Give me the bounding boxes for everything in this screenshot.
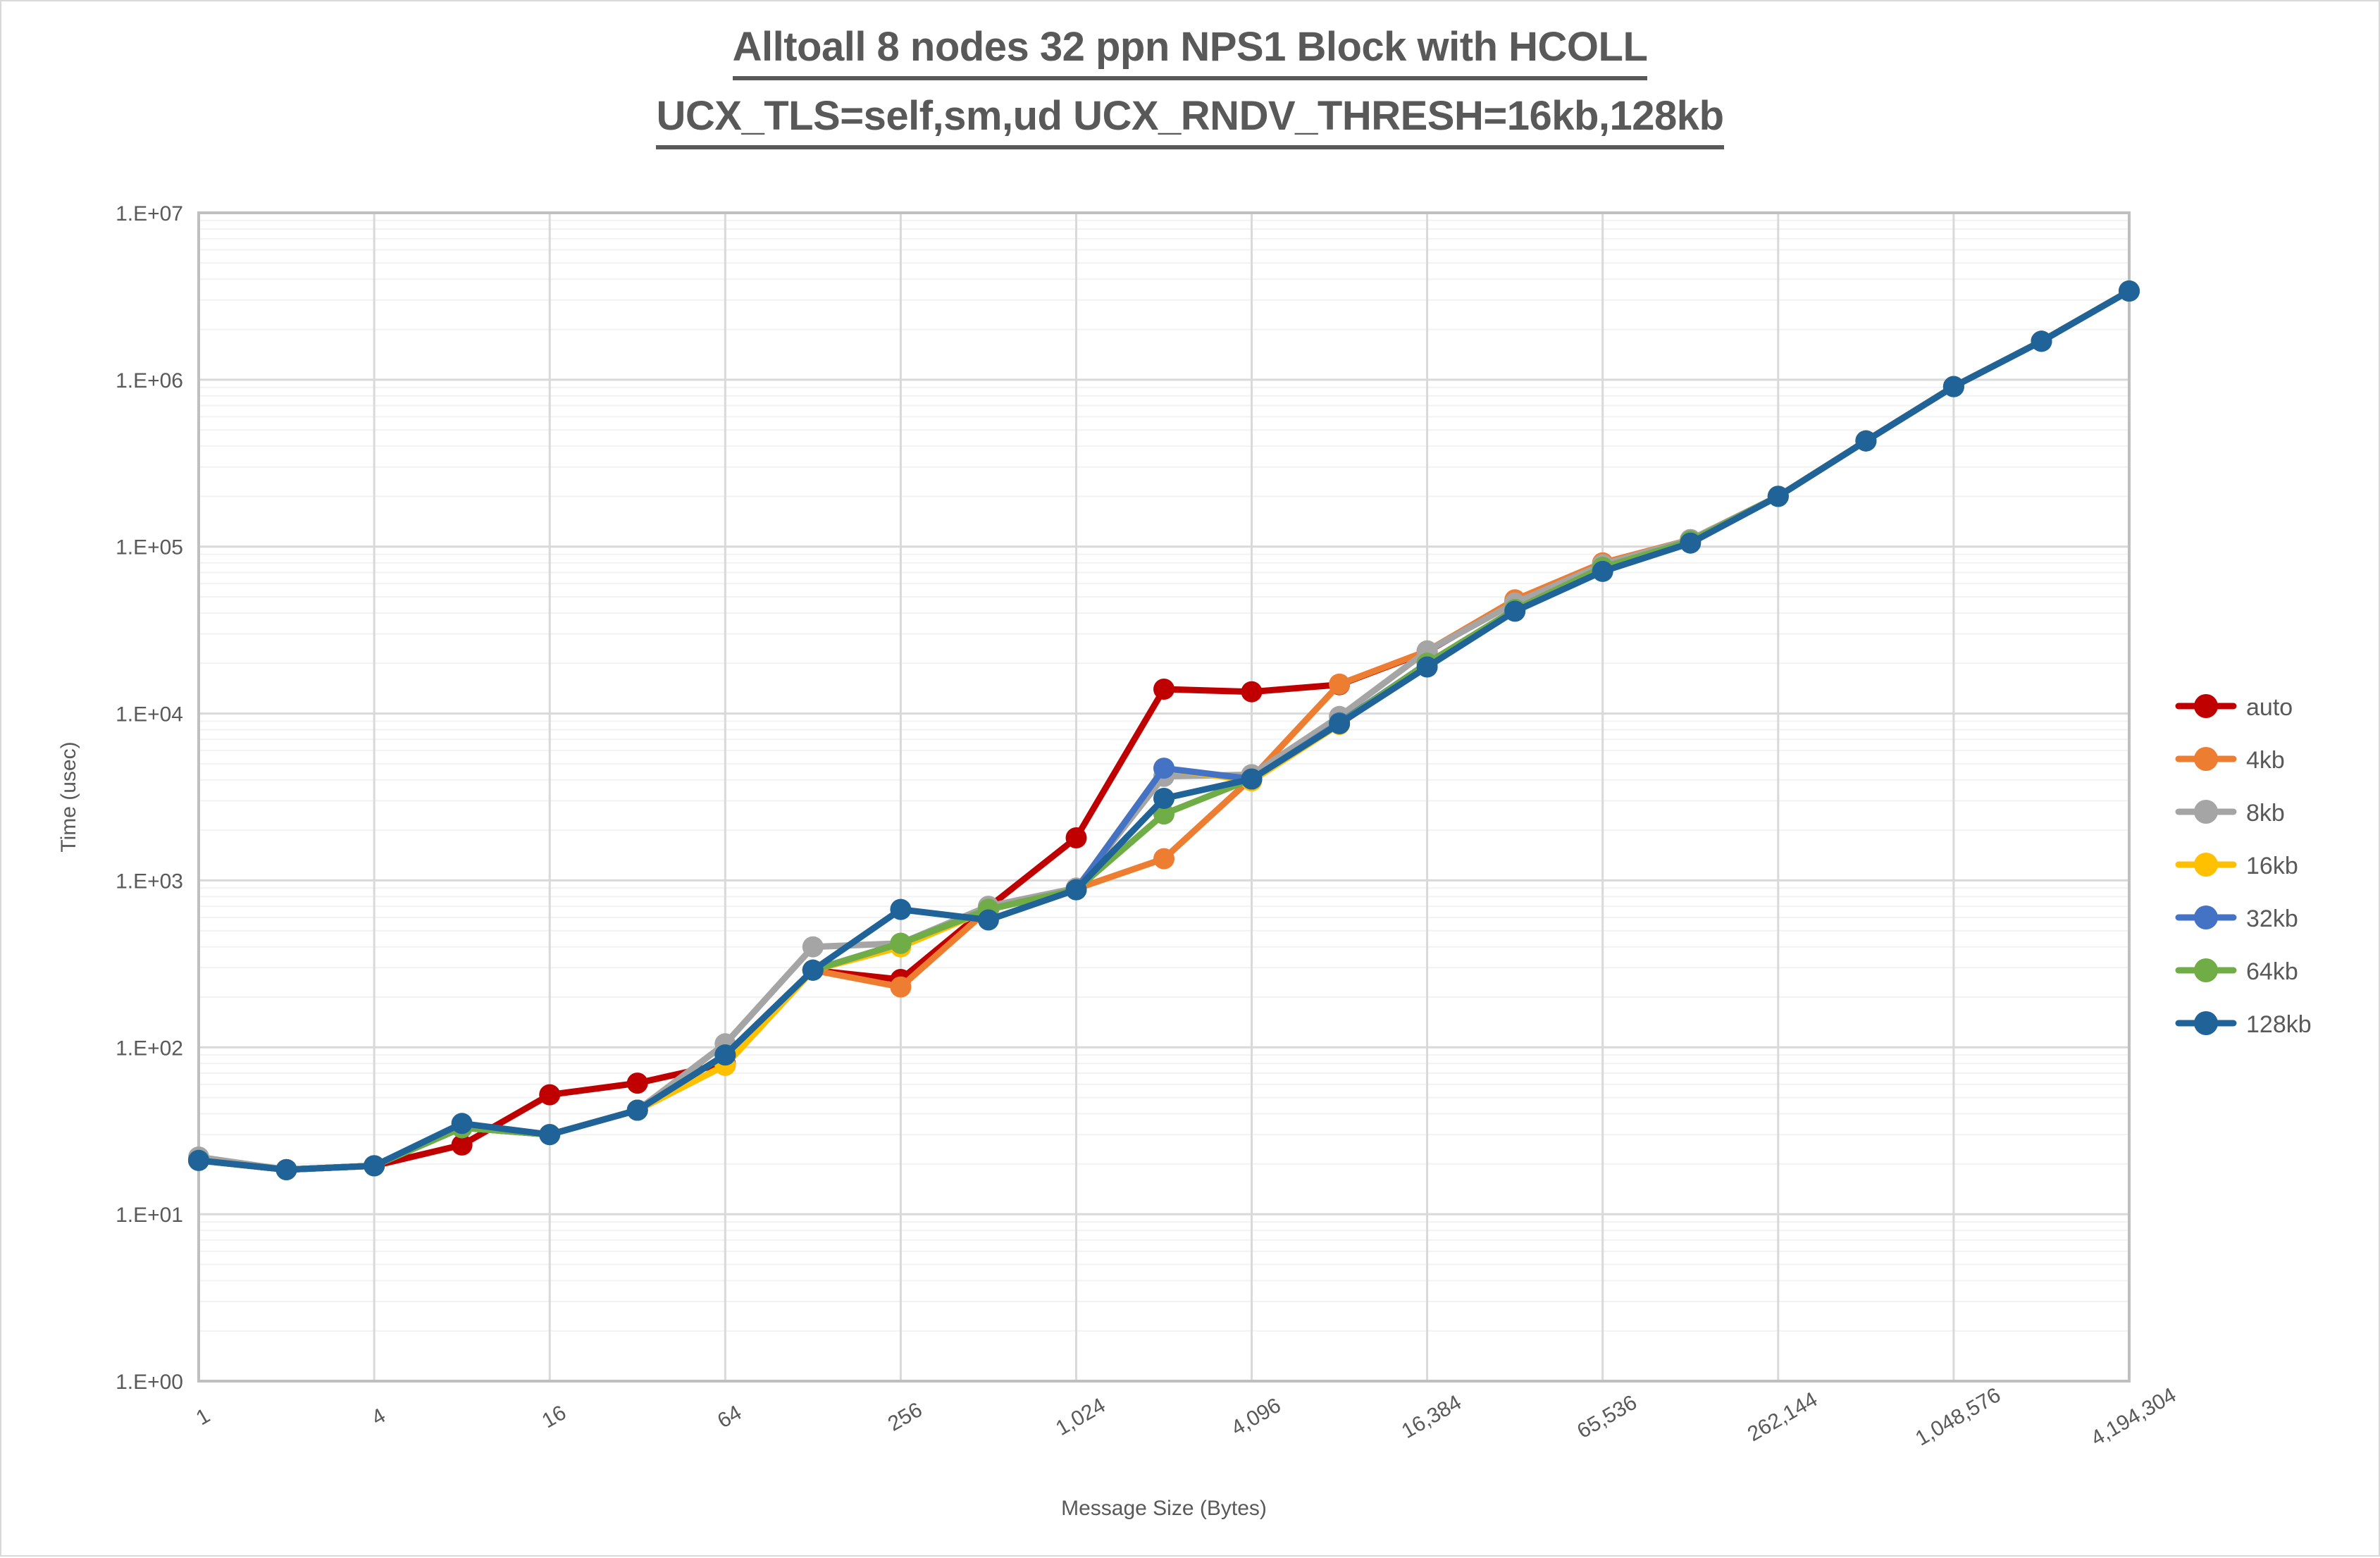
chart-title-line2: UCX_TLS=self,sm,ud UCX_RNDV_THRESH=16kb,…: [656, 90, 1724, 150]
y-axis-tick-label: 1.E+04: [116, 703, 183, 727]
x-axis-tick-label: 1,024: [1052, 1394, 1110, 1440]
legend-label-auto[interactable]: auto: [2246, 694, 2293, 721]
x-axis-tick-text: 4,194,304: [2087, 1383, 2180, 1450]
legend-swatch-marker-128kb: [2194, 1011, 2218, 1035]
data-point-4kb: [1329, 673, 1351, 695]
data-point-128kb: [364, 1155, 385, 1177]
legend-swatch-marker-64kb: [2194, 958, 2218, 982]
x-axis-tick-text: 1,024: [1052, 1394, 1110, 1440]
data-point-128kb: [188, 1149, 209, 1171]
x-axis-tick-label: 1,048,576: [1911, 1383, 2004, 1450]
x-axis-tick-label: 1: [192, 1404, 214, 1430]
chart-title-line1: Alltoall 8 nodes 32 ppn NPS1 Block with …: [732, 21, 1648, 81]
data-point-128kb: [890, 898, 912, 920]
y-axis-tick-label: 1.E+07: [116, 202, 183, 225]
chart-title: Alltoall 8 nodes 32 ppn NPS1 Block with …: [1, 21, 2379, 150]
x-axis-tick-text: 262,144: [1744, 1387, 1821, 1446]
data-point-128kb: [1855, 430, 1877, 452]
data-point-128kb: [714, 1044, 736, 1066]
data-point-128kb: [539, 1124, 561, 1146]
data-point-auto: [1241, 681, 1263, 703]
x-axis-tick-label: 16: [538, 1401, 570, 1433]
x-axis-tick-label: 16,384: [1398, 1391, 1465, 1443]
x-axis-tick-text: 1: [192, 1404, 214, 1430]
x-axis-tick-label: 4,194,304: [2087, 1383, 2180, 1450]
x-axis-tick-text: 16: [538, 1401, 570, 1433]
data-point-128kb: [1767, 486, 1789, 507]
legend-label-16kb[interactable]: 16kb: [2246, 853, 2298, 879]
data-point-32kb: [1153, 758, 1174, 779]
x-axis-tick-label: 4,096: [1227, 1394, 1285, 1440]
data-point-auto: [1153, 679, 1174, 700]
x-axis-tick-text: 65,536: [1573, 1391, 1641, 1443]
x-axis-tick-text: 4: [368, 1404, 390, 1430]
data-point-128kb: [802, 959, 824, 981]
data-point-128kb: [1592, 560, 1613, 582]
y-axis-title: Time (usec): [57, 741, 80, 852]
y-axis-tick-label: 1.E+02: [116, 1037, 183, 1060]
legend-label-4kb[interactable]: 4kb: [2246, 747, 2285, 774]
data-point-128kb: [1241, 768, 1263, 790]
data-point-128kb: [1065, 879, 1087, 901]
data-point-128kb: [451, 1113, 473, 1135]
x-axis-tick-text: 64: [714, 1401, 745, 1433]
data-point-128kb: [2031, 330, 2052, 352]
x-axis-tick-label: 65,536: [1573, 1391, 1641, 1443]
data-point-auto: [451, 1134, 473, 1156]
data-point-auto: [1065, 827, 1087, 848]
data-point-128kb: [2119, 280, 2140, 302]
legend-swatch-marker-32kb: [2194, 905, 2218, 929]
data-point-128kb: [626, 1099, 648, 1121]
x-axis-tick-label: 256: [884, 1398, 926, 1436]
x-axis-tick-label: 64: [714, 1401, 745, 1433]
data-point-auto: [626, 1072, 648, 1094]
data-point-auto: [539, 1084, 561, 1106]
data-point-4kb: [890, 976, 912, 998]
x-axis-tick-text: 1,048,576: [1911, 1383, 2004, 1450]
data-point-128kb: [1942, 376, 1964, 397]
x-axis-tick-label: 4: [368, 1404, 390, 1430]
y-axis-tick-label: 1.E+05: [116, 536, 183, 559]
y-axis-tick-label: 1.E+00: [116, 1371, 183, 1394]
x-axis-title: Message Size (Bytes): [1061, 1497, 1267, 1520]
legend-swatch-marker-4kb: [2194, 747, 2218, 771]
data-point-64kb: [890, 932, 912, 954]
legend-swatch-marker-auto: [2194, 694, 2218, 718]
data-point-128kb: [1680, 532, 1702, 554]
data-point-128kb: [1329, 712, 1351, 734]
y-axis-tick-label: 1.E+01: [116, 1204, 183, 1227]
legend-label-64kb[interactable]: 64kb: [2246, 958, 2298, 985]
legend-label-128kb[interactable]: 128kb: [2246, 1011, 2312, 1038]
x-axis-tick-label: 262,144: [1744, 1387, 1821, 1446]
legend-label-8kb[interactable]: 8kb: [2246, 800, 2285, 827]
data-point-128kb: [1153, 788, 1174, 809]
legend-label-32kb[interactable]: 32kb: [2246, 905, 2298, 932]
x-axis-tick-text: 256: [884, 1398, 926, 1436]
data-point-128kb: [977, 909, 999, 931]
data-point-128kb: [1504, 600, 1526, 622]
x-axis-tick-text: 16,384: [1398, 1391, 1465, 1443]
y-axis-tick-label: 1.E+06: [116, 369, 183, 392]
data-point-128kb: [275, 1158, 297, 1180]
legend-swatch-marker-16kb: [2194, 853, 2218, 877]
data-point-128kb: [1416, 656, 1438, 678]
plot-border: [197, 211, 2131, 1383]
legend-swatch-marker-8kb: [2194, 800, 2218, 824]
data-point-4kb: [1153, 848, 1174, 870]
y-axis-tick-label: 1.E+03: [116, 870, 183, 893]
x-axis-tick-text: 4,096: [1227, 1394, 1285, 1440]
data-point-8kb: [802, 936, 824, 958]
data-point-64kb: [1153, 803, 1174, 825]
